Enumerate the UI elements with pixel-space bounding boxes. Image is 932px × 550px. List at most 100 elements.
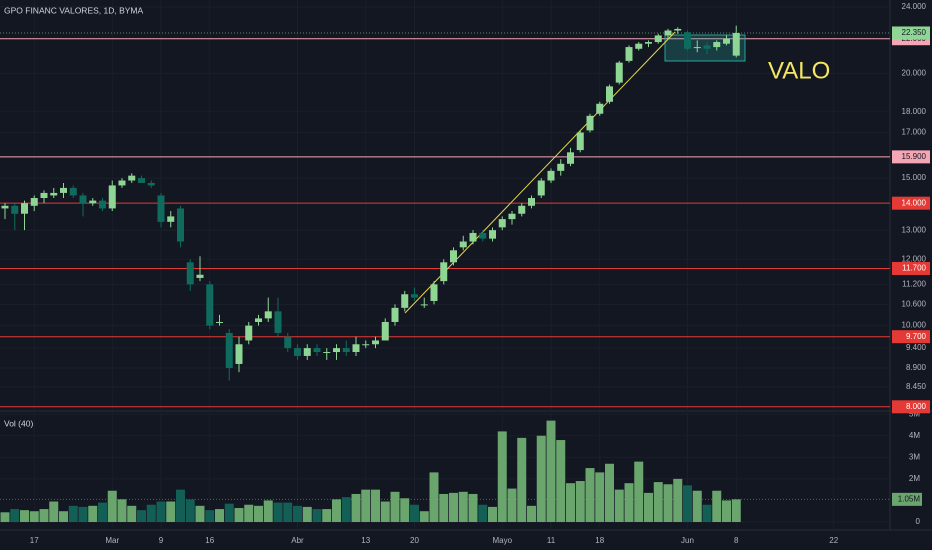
candle-body: [108, 185, 116, 209]
candle-body: [459, 241, 467, 248]
candle-body: [313, 348, 321, 353]
volume-bar: [575, 481, 585, 522]
volume-bar: [429, 472, 439, 522]
volume-bar: [380, 501, 390, 522]
volume-bar: [683, 485, 692, 522]
candle-body: [664, 30, 672, 36]
candle-body: [732, 32, 740, 56]
candle-body: [255, 318, 262, 322]
x-tick-label: 17: [30, 536, 39, 545]
x-tick-label: 20: [410, 536, 419, 545]
grid: [0, 0, 890, 530]
axis-labels: 24.000 20.000 18.000 17.000 15.000 13.000 12.0…: [30, 2, 930, 545]
y-tick-label: 15.000: [902, 173, 927, 182]
x-tick-label: 16: [205, 536, 214, 545]
volume-bar: [458, 491, 468, 522]
volume-bar: [663, 484, 673, 522]
y-tick-label: 11.200: [902, 279, 926, 288]
level-label-box: [892, 261, 930, 275]
candle-body: [723, 38, 730, 44]
candles: [1, 25, 740, 381]
volume-bar: [68, 505, 78, 522]
x-tick-label: Mar: [105, 536, 119, 545]
last-volume-label: 1.05M: [898, 494, 921, 503]
volume-bar: [361, 489, 371, 522]
candle-body: [703, 45, 711, 49]
volume-bar: [390, 491, 400, 522]
candle-body: [40, 192, 48, 199]
volume-bar: [644, 492, 653, 522]
volume-bar: [20, 510, 29, 522]
volume-bar: [371, 489, 380, 522]
volume-bar: [439, 493, 449, 522]
level-label: 11.700: [902, 264, 926, 273]
x-tick-label: 22: [829, 536, 838, 545]
candle-body: [420, 304, 428, 306]
x-tick-label: Jun: [681, 536, 694, 545]
candle-body: [508, 213, 516, 220]
volume-bar: [449, 492, 458, 522]
candle-body: [21, 203, 28, 214]
candle-body: [645, 42, 652, 44]
volume-bar: [536, 435, 546, 522]
y-tick-label: 12.000: [902, 254, 927, 263]
volume-bar: [527, 505, 536, 522]
volume-bar: [478, 504, 488, 522]
candle-body: [440, 262, 448, 282]
level-label-box: [892, 400, 930, 414]
volume-bar: [351, 493, 361, 522]
candle-body: [147, 182, 155, 186]
candle-body: [333, 348, 340, 353]
candle-body: [596, 103, 604, 114]
volume-bar: [614, 489, 624, 522]
candle-body: [69, 187, 77, 196]
level-label-box: [892, 196, 930, 210]
y-tick-label: 8.450: [906, 382, 927, 391]
volume-bar: [400, 498, 410, 522]
volume-bar: [634, 461, 644, 522]
volume-bar: [653, 482, 663, 522]
candle-body: [674, 28, 682, 31]
candle-body: [625, 47, 633, 61]
volume-bar: [224, 503, 234, 522]
y-tick-label: 10.600: [902, 300, 927, 309]
volume-bar: [312, 509, 322, 522]
candle-body: [684, 32, 691, 49]
candle-body: [586, 115, 594, 131]
candle-body: [713, 42, 721, 48]
candle-body: [294, 348, 301, 356]
candle-body: [30, 198, 38, 206]
candle-body: [128, 175, 136, 181]
volume-bar: [49, 501, 59, 522]
candle-body: [606, 86, 613, 102]
volume-bar: [263, 500, 273, 522]
volume-bar: [244, 504, 254, 522]
last-price-box: [892, 26, 930, 40]
level-label: 8.000: [906, 402, 927, 411]
volume-bar: [712, 490, 722, 522]
y-tick-label: 10.000: [902, 321, 927, 330]
volume-bar: [283, 502, 293, 522]
y-tick-label: 13.000: [902, 225, 927, 234]
candle-body: [615, 62, 623, 83]
volume-bar: [78, 506, 88, 522]
candle-body: [89, 200, 97, 204]
candle-body: [547, 170, 555, 181]
volume-bar: [107, 490, 117, 522]
volume-bar: [605, 463, 614, 522]
level-label-box: [892, 330, 930, 344]
volume-bar: [585, 468, 595, 522]
level-label-box: [892, 150, 930, 164]
x-tick-label: 9: [159, 536, 164, 545]
volume-bar: [673, 478, 683, 522]
candle-body: [235, 344, 243, 364]
volume-bar: [302, 506, 312, 522]
volume-bar: [595, 472, 605, 522]
last-price-label: 22.350: [902, 28, 927, 37]
candle-body: [450, 250, 457, 263]
y-tick-label: 17.000: [902, 128, 927, 137]
y-tick-label: 8.900: [906, 363, 927, 372]
volume-bar: [488, 506, 497, 522]
